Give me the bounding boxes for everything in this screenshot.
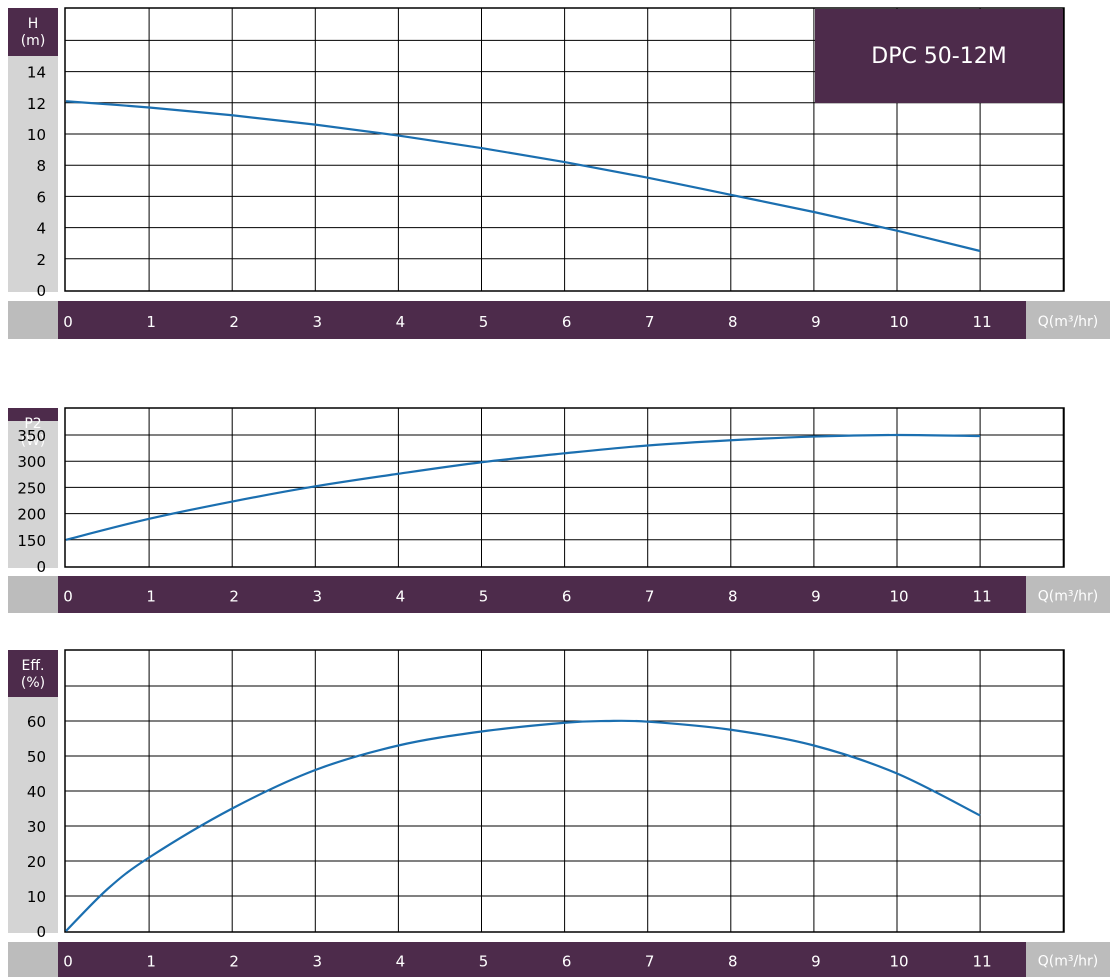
- x-axis-label: Q(m³/hr): [1038, 954, 1099, 970]
- y-tick-label: 30: [27, 818, 46, 836]
- x-unit-box: [1026, 301, 1110, 339]
- y-tick-label: 2: [36, 251, 46, 269]
- y-axis-column: [8, 421, 58, 568]
- x-tick-label: 4: [396, 953, 406, 971]
- x-axis-label: Q(m³/hr): [1038, 589, 1099, 605]
- x-tick-label: 11: [973, 953, 992, 971]
- x-tick-label: 3: [313, 588, 323, 606]
- x-tick-label: 3: [313, 953, 323, 971]
- x-tick-label: 0: [63, 313, 73, 331]
- y-axis-label: Eff.: [22, 658, 45, 674]
- y-tick-label: 200: [17, 506, 46, 524]
- x-band-gap: [8, 301, 58, 339]
- x-tick-label: 5: [479, 588, 489, 606]
- x-tick-label: 10: [889, 313, 908, 331]
- x-tick-label: 11: [973, 313, 992, 331]
- x-tick-label: 2: [229, 313, 239, 331]
- x-tick-label: 5: [479, 953, 489, 971]
- x-tick-label: 10: [889, 953, 908, 971]
- y-tick-label: 150: [17, 532, 46, 550]
- y-tick-label: 12: [27, 95, 46, 113]
- x-tick-label: 2: [229, 588, 239, 606]
- performance-curve: [65, 433, 981, 541]
- x-tick-label: 3: [313, 313, 323, 331]
- x-tick-label: 1: [146, 588, 156, 606]
- plot-frame: [64, 407, 1065, 568]
- x-tick-label: 5: [479, 313, 489, 331]
- x-unit-box: [1026, 576, 1110, 613]
- y-tick-label: 0: [36, 558, 46, 576]
- x-axis-band: [58, 942, 1026, 977]
- y-tick-label: 350: [17, 427, 46, 445]
- y-tick-label: 8: [36, 157, 46, 175]
- y-tick-label: 300: [17, 453, 46, 471]
- x-tick-label: 2: [229, 953, 239, 971]
- y-unit-box: [8, 408, 58, 421]
- x-tick-label: 1: [146, 953, 156, 971]
- y-axis-label: P2: [24, 416, 41, 432]
- y-unit-box: [8, 8, 58, 56]
- y-axis-unit: (m): [21, 33, 46, 49]
- y-tick-label: 40: [27, 783, 46, 801]
- y-tick-label: 20: [27, 853, 46, 871]
- x-tick-label: 6: [562, 953, 572, 971]
- y-axis-column: [8, 56, 58, 292]
- x-axis-label: Q(m³/hr): [1038, 314, 1099, 330]
- x-tick-label: 6: [562, 313, 572, 331]
- y-tick-label: 10: [27, 888, 46, 906]
- x-tick-label: 1: [146, 313, 156, 331]
- y-tick-label: 0: [36, 282, 46, 300]
- x-tick-label: 7: [645, 953, 655, 971]
- x-tick-label: 9: [811, 313, 821, 331]
- y-tick-label: 10: [27, 126, 46, 144]
- performance-curve: [65, 100, 981, 253]
- plot-frame: [64, 649, 1065, 933]
- x-axis-band: [58, 576, 1026, 613]
- y-axis-column: [8, 697, 58, 933]
- x-axis-band: [58, 301, 1026, 339]
- y-tick-label: 250: [17, 479, 46, 497]
- y-tick-label: 50: [27, 748, 46, 766]
- y-tick-label: 0: [36, 923, 46, 941]
- y-axis-unit: (%): [21, 675, 45, 691]
- x-tick-label: 10: [889, 588, 908, 606]
- x-tick-label: 7: [645, 588, 655, 606]
- y-unit-box: [8, 650, 58, 697]
- y-axis-label: H: [28, 16, 39, 32]
- y-tick-label: 14: [27, 64, 46, 82]
- x-tick-label: 4: [396, 313, 406, 331]
- x-tick-label: 11: [973, 588, 992, 606]
- x-tick-label: 8: [728, 313, 738, 331]
- plot-frame: [64, 7, 1065, 292]
- y-tick-label: 6: [36, 188, 46, 206]
- x-tick-label: 6: [562, 588, 572, 606]
- x-tick-label: 0: [63, 953, 73, 971]
- model-title-box: [815, 9, 1063, 103]
- x-band-gap: [8, 576, 58, 613]
- grid: [65, 650, 1064, 932]
- y-axis-unit: (W): [21, 433, 46, 449]
- grid: [65, 8, 1064, 291]
- x-band-gap: [8, 942, 58, 977]
- x-unit-box: [1026, 942, 1110, 977]
- x-tick-label: 8: [728, 953, 738, 971]
- x-tick-label: 4: [396, 588, 406, 606]
- x-tick-label: 8: [728, 588, 738, 606]
- y-tick-label: 60: [27, 713, 46, 731]
- model-title: DPC 50-12M: [871, 44, 1006, 69]
- chart-panel-2: P2(W) Q(m³/hr) 0 150 200 250 300 350 0 1 2 3 4 5 6 7 8 9 1…: [8, 407, 1110, 613]
- performance-curve: [65, 719, 981, 932]
- chart-panel-3: Eff.(%) Q(m³/hr) 0 10 20 30 40 50 60 0 1 2 3 4 5 6 7 8 9 10…: [8, 649, 1110, 977]
- x-tick-label: 0: [63, 588, 73, 606]
- x-tick-label: 7: [645, 313, 655, 331]
- y-tick-label: 4: [36, 220, 46, 238]
- x-tick-label: 9: [811, 953, 821, 971]
- grid: [65, 408, 1064, 567]
- x-tick-label: 9: [811, 588, 821, 606]
